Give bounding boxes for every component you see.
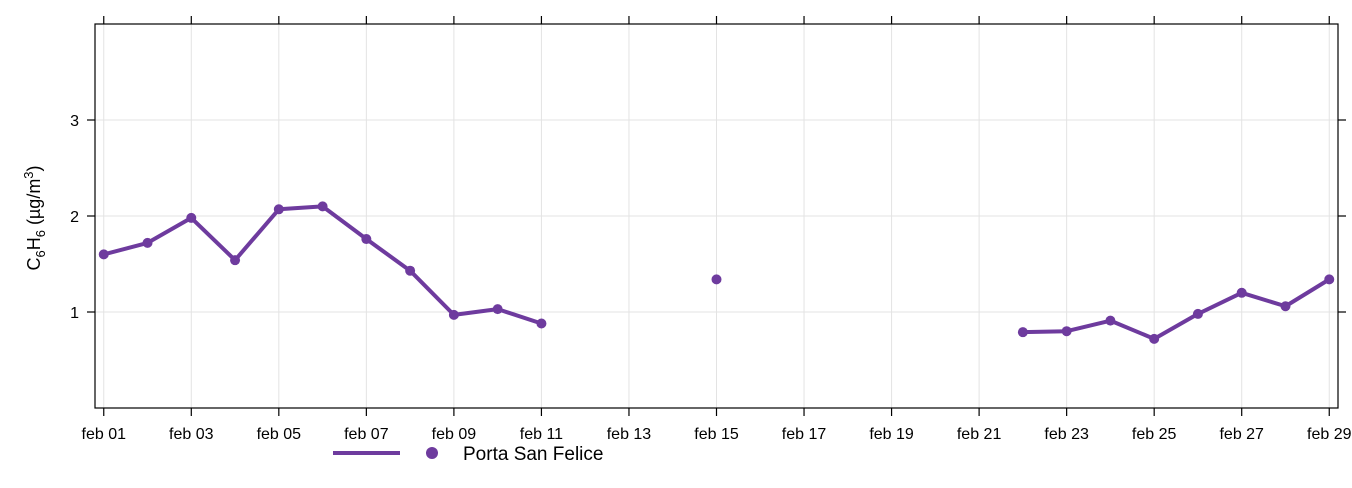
x-tick-label: feb 21 (957, 426, 1002, 443)
data-point (361, 234, 372, 245)
x-tick-label: feb 15 (694, 426, 739, 443)
data-point (98, 249, 109, 260)
x-tick-label: feb 19 (869, 426, 914, 443)
y-axis-title-close: ) (24, 165, 44, 171)
data-point (1192, 308, 1203, 319)
data-point (448, 309, 459, 320)
y-tick-label: 1 (70, 305, 79, 322)
y-axis-title: C6H6 (µg/m3) (21, 165, 48, 270)
x-tick-label: feb 03 (169, 426, 214, 443)
x-tick-label: feb 09 (432, 426, 477, 443)
data-point (536, 318, 547, 329)
data-point (230, 255, 241, 266)
x-tick-label: feb 11 (520, 426, 563, 443)
legend-label: Porta San Felice (463, 444, 603, 465)
series-line (101, 204, 544, 326)
y-axis-title-sub2: 6 (33, 230, 48, 237)
data-point (492, 304, 503, 315)
x-tick-label: feb 07 (344, 426, 389, 443)
y-axis-title-base1: C (24, 258, 44, 271)
data-point (186, 212, 197, 223)
data-point (142, 237, 153, 248)
axis-ticks (87, 16, 1346, 416)
y-tick-labels: 1 2 3 (70, 113, 79, 322)
data-point (317, 201, 328, 212)
y-tick-label: 3 (70, 113, 79, 130)
data-point (1061, 326, 1072, 337)
x-tick-label: feb 13 (607, 426, 652, 443)
data-point (1324, 274, 1335, 285)
data-point (1149, 333, 1160, 344)
series-layer (98, 201, 1335, 344)
data-point (273, 204, 284, 215)
y-axis-title-sup: 3 (21, 171, 36, 178)
series-line (1020, 277, 1332, 341)
grid-lines (95, 24, 1338, 408)
y-tick-label: 2 (70, 209, 79, 226)
data-point (1105, 315, 1116, 326)
plot-frame (94, 23, 1339, 409)
data-point (405, 265, 416, 276)
x-tick-label: feb 29 (1307, 426, 1352, 443)
data-point (711, 274, 722, 285)
data-point (1236, 287, 1247, 298)
x-tick-label: feb 23 (1044, 426, 1089, 443)
legend: Porta San Felice (333, 444, 603, 465)
x-tick-label: feb 25 (1132, 426, 1177, 443)
y-axis-title-base2: H (24, 237, 44, 250)
data-point (1017, 327, 1028, 338)
x-tick-label: feb 27 (1219, 426, 1264, 443)
x-tick-labels: feb 01 feb 03 feb 05 feb 07 feb 09 feb 11 feb … (82, 426, 1352, 443)
data-point (1280, 301, 1291, 312)
x-tick-label: feb 01 (82, 426, 127, 443)
y-axis-title-sub1: 6 (33, 250, 48, 257)
legend-point-swatch (426, 447, 438, 459)
x-tick-label: feb 05 (257, 426, 302, 443)
x-tick-label: feb 17 (782, 426, 827, 443)
y-axis-title-open: (µg/m (24, 179, 44, 230)
